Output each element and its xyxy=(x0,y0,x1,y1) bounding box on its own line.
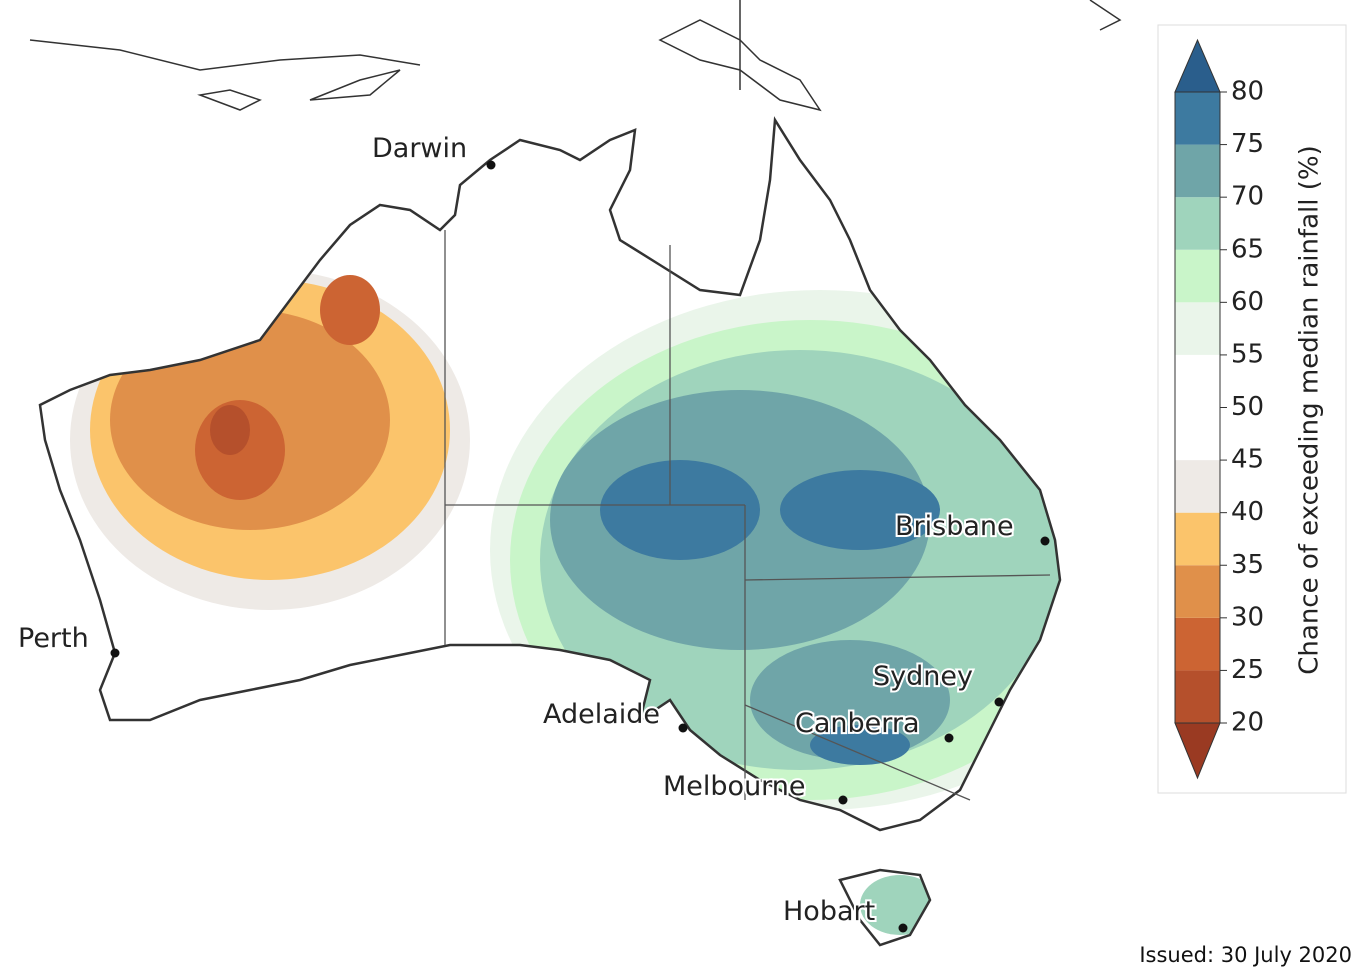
color-band xyxy=(1175,512,1220,566)
tick-label: 30 xyxy=(1231,602,1264,632)
city-label: Brisbane xyxy=(895,511,1014,542)
state-borders xyxy=(444,230,1051,801)
tick-label: 65 xyxy=(1231,234,1264,264)
tick-label: 35 xyxy=(1231,550,1264,580)
city-dot xyxy=(110,648,120,658)
tick-label: 60 xyxy=(1231,287,1264,317)
issued-date: Issued: 30 July 2020 xyxy=(1139,943,1352,967)
tick-label: 80 xyxy=(1231,77,1264,107)
color-band xyxy=(1175,354,1220,408)
color-band xyxy=(1175,460,1220,513)
colorbar: 20 25 30 35 40 45 50 55 60 65 70 75 80 xyxy=(1174,38,1264,780)
city-dot xyxy=(994,697,1004,707)
city-dot xyxy=(898,923,908,933)
color-band xyxy=(1175,670,1220,723)
legend-title: Chance of exceeding median rainfall (%) xyxy=(1295,145,1325,675)
color-band xyxy=(1175,565,1220,618)
city-label: Hobart xyxy=(783,896,875,927)
color-band xyxy=(1175,617,1220,671)
color-band xyxy=(1175,302,1220,355)
city-label: Melbourne xyxy=(663,771,806,802)
tick-label: 40 xyxy=(1231,497,1264,527)
color-band xyxy=(1175,197,1220,250)
city-label: Adelaide xyxy=(543,699,660,730)
tick-label: 55 xyxy=(1231,339,1264,369)
city-label: Perth xyxy=(18,623,89,654)
city-dot xyxy=(838,795,848,805)
color-band xyxy=(1175,92,1220,145)
city-dot xyxy=(1040,536,1050,546)
color-band xyxy=(1175,144,1220,198)
tick-label: 50 xyxy=(1231,392,1264,422)
city-dot xyxy=(944,733,954,743)
tick-label: 20 xyxy=(1231,708,1264,738)
color-band xyxy=(1175,249,1220,303)
tick-label: 70 xyxy=(1231,182,1264,212)
tick-label: 45 xyxy=(1231,445,1264,475)
city-dot xyxy=(486,160,496,170)
tick-label: 25 xyxy=(1231,655,1264,685)
islands xyxy=(29,0,1122,112)
city-label: Darwin xyxy=(372,133,467,164)
city-label: Canberra xyxy=(795,708,920,739)
color-band xyxy=(1175,407,1220,461)
city-dot xyxy=(678,723,688,733)
cities: Darwin Perth Adelaide Melbourne Canberra Sydn… xyxy=(16,131,1050,933)
city-label: Sydney xyxy=(873,661,973,692)
tick-label: 75 xyxy=(1231,129,1264,159)
